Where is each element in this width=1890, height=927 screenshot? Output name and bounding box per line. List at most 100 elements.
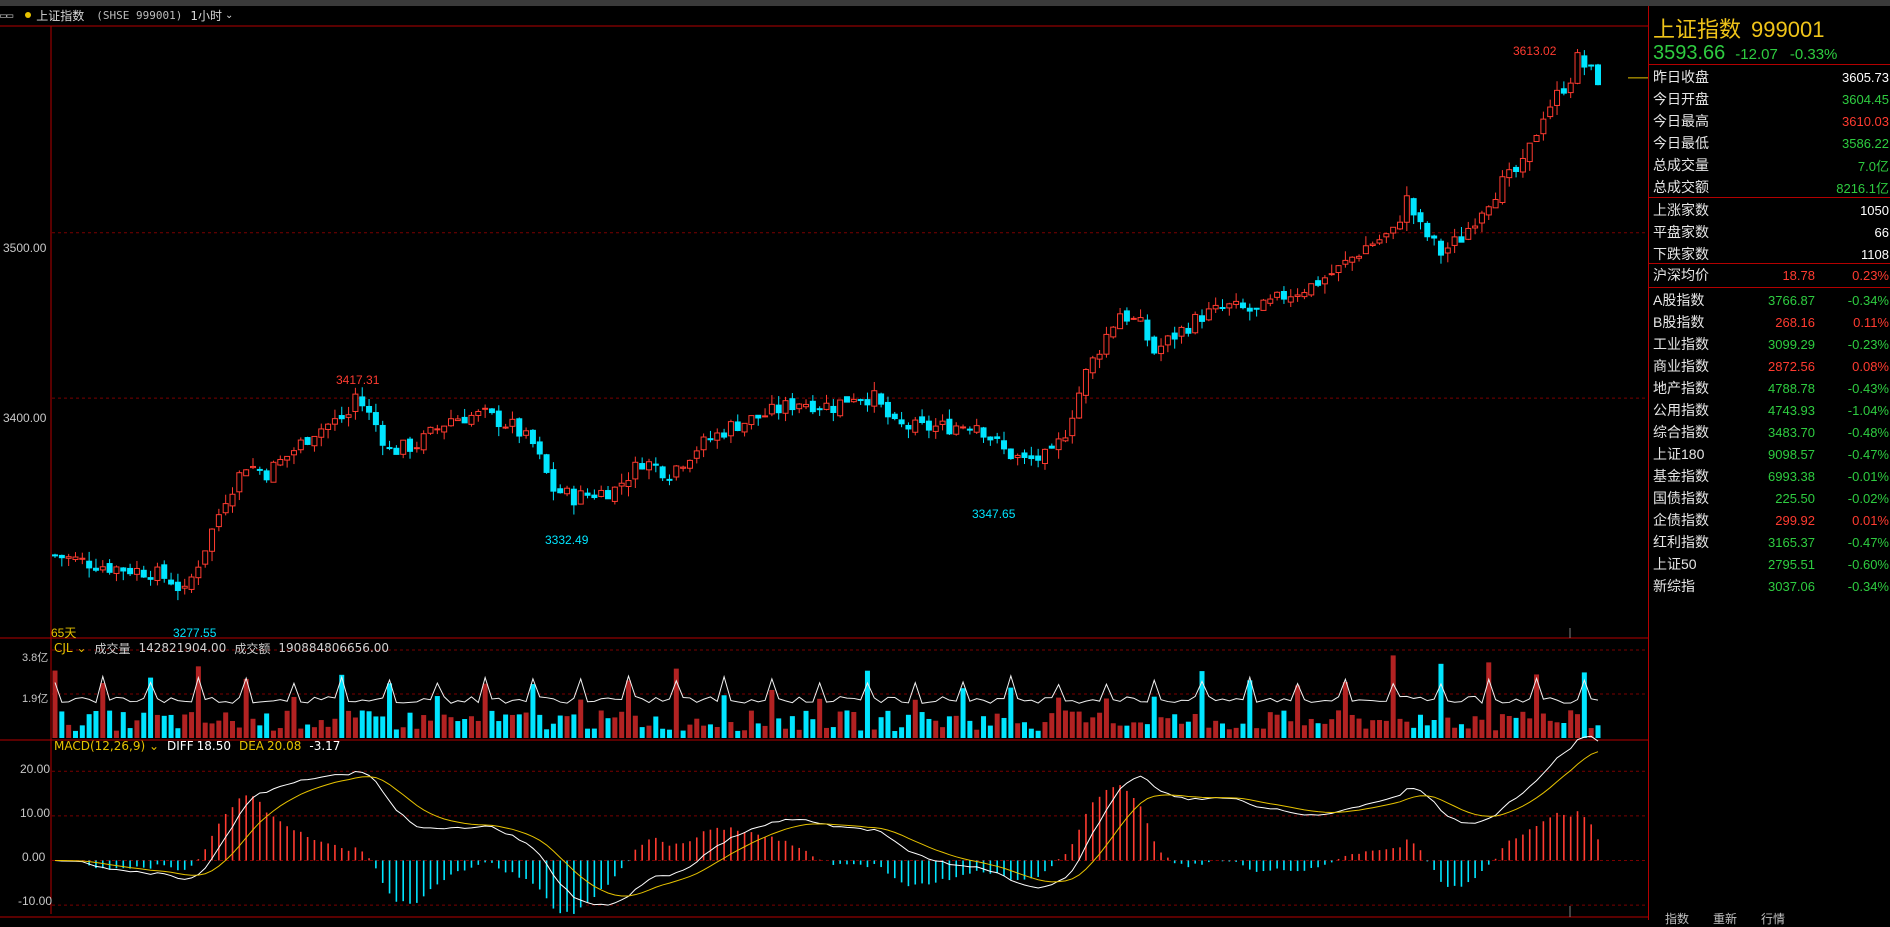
candle-body	[277, 459, 284, 466]
volume-bar	[1240, 723, 1246, 738]
stat-row[interactable]: 总成交量 7.0亿	[1653, 154, 1889, 176]
candle-body	[202, 550, 209, 565]
panel-symbol-code: 999001	[1751, 17, 1825, 42]
index-row[interactable]: 企债指数 299.92 0.01%	[1653, 509, 1889, 531]
candle-body	[304, 437, 311, 445]
volume-bar	[769, 689, 775, 738]
breadth-row[interactable]: 平盘家数 66	[1653, 221, 1889, 243]
volume-bar	[393, 729, 399, 738]
candle-body	[1280, 291, 1287, 300]
index-row[interactable]: 工业指数 3099.29 -0.23%	[1653, 333, 1889, 355]
candle-body	[447, 418, 454, 427]
volume-bar	[489, 710, 495, 738]
volume-bar	[113, 730, 119, 738]
candle-body	[352, 393, 359, 413]
index-row[interactable]: 上证50 2795.51 -0.60%	[1653, 553, 1889, 575]
avg-price-row[interactable]: 沪深均价 18.78 0.23%	[1653, 264, 1889, 286]
divider	[1649, 197, 1890, 198]
candle-body	[1253, 307, 1260, 310]
candle-body	[1431, 235, 1438, 239]
candle-body	[686, 459, 693, 469]
candle-body	[987, 436, 994, 441]
candle-body	[1478, 212, 1485, 224]
annotation-low-2: 3347.65	[972, 507, 1016, 521]
index-row[interactable]: 地产指数 4788.78 -0.43%	[1653, 377, 1889, 399]
annotation-peak: 3417.31	[336, 373, 380, 387]
kline-chart-svg[interactable]	[0, 6, 1648, 920]
volume-bar	[1008, 687, 1014, 738]
candle-body	[106, 563, 113, 573]
stat-row[interactable]: 昨日收盘 3605.73	[1653, 66, 1889, 88]
volume-bar	[919, 712, 925, 738]
candle-body	[263, 470, 270, 481]
breadth-row[interactable]: 上涨家数 1050	[1653, 199, 1889, 221]
stat-value: 3586.22	[1842, 135, 1889, 151]
candle-body	[680, 466, 687, 469]
macd-diff-line	[54, 735, 1599, 906]
index-row[interactable]: A股指数 3766.87 -0.34%	[1653, 289, 1889, 311]
candle-body	[994, 436, 1001, 439]
volume-bar	[127, 728, 133, 738]
index-pct: -0.23%	[1847, 336, 1889, 352]
index-row[interactable]: 新综指 3037.06 -0.34%	[1653, 575, 1889, 597]
candle-body	[693, 450, 700, 459]
macd-tick-10: 10.00	[20, 806, 51, 820]
volume-bar	[721, 695, 727, 738]
breadth-label: 平盘家数	[1653, 224, 1709, 240]
candle-body	[1089, 357, 1096, 374]
volume-bar	[1213, 720, 1219, 738]
diff-label: DIFF	[167, 739, 194, 753]
volume-bar	[441, 714, 447, 738]
candle-body	[1424, 222, 1431, 238]
volume-bar	[318, 720, 324, 738]
index-row[interactable]: 红利指数 3165.37 -0.47%	[1653, 531, 1889, 553]
candle-body	[1205, 308, 1212, 321]
candle-body	[1028, 455, 1035, 460]
volume-bar	[1267, 712, 1273, 738]
tab-quote[interactable]: 行情	[1761, 912, 1786, 926]
index-row[interactable]: 国债指数 225.50 -0.02%	[1653, 487, 1889, 509]
tab-reset[interactable]: 重新	[1713, 912, 1738, 926]
tab-index[interactable]: 指数	[1665, 912, 1690, 926]
volume-bar	[414, 728, 420, 738]
stat-row[interactable]: 总成交额 8216.1亿	[1653, 176, 1889, 198]
candle-body	[331, 418, 338, 425]
stat-row[interactable]: 今日开盘 3604.45	[1653, 88, 1889, 110]
chart-area[interactable]	[0, 6, 1648, 920]
index-row[interactable]: 基金指数 6993.38 -0.01%	[1653, 465, 1889, 487]
volume-bar	[209, 723, 215, 738]
stat-label: 总成交量	[1653, 157, 1709, 173]
quote-panel: 上证指数 999001 3593.66 -12.07 -0.33% 沪深均价 18.7…	[1648, 6, 1890, 926]
candle-body	[222, 503, 229, 514]
volume-bar	[537, 714, 543, 738]
stat-row[interactable]: 今日最高 3610.03	[1653, 110, 1889, 132]
candle-body	[1437, 240, 1444, 256]
candle-body	[407, 438, 414, 452]
volume-bar	[1390, 655, 1396, 738]
volume-bar	[837, 711, 843, 738]
index-row[interactable]: 综合指数 3483.70 -0.48%	[1653, 421, 1889, 443]
window-icon[interactable]: ▭▭	[0, 8, 14, 22]
candle-body	[782, 400, 789, 414]
index-row[interactable]: 公用指数 4743.93 -1.04%	[1653, 399, 1889, 421]
index-label: 基金指数	[1653, 468, 1709, 484]
index-row[interactable]: 商业指数 2872.56 0.08%	[1653, 355, 1889, 377]
index-value: 3483.70	[1768, 424, 1815, 440]
period-selector[interactable]: 1小时 ⌄	[190, 7, 233, 24]
index-value: 3766.87	[1768, 292, 1815, 308]
index-row[interactable]: B股指数 268.16 0.11%	[1653, 311, 1889, 333]
candle-body	[673, 465, 680, 478]
candle-body	[1212, 304, 1219, 310]
breadth-row[interactable]: 下跌家数 1108	[1653, 243, 1889, 265]
volume-indicator-name[interactable]: CJL ⌄	[54, 641, 87, 655]
volume-bar	[250, 718, 256, 738]
index-row[interactable]: 上证180 9098.57 -0.47%	[1653, 443, 1889, 465]
stat-row[interactable]: 今日最低 3586.22	[1653, 132, 1889, 154]
volume-bar	[940, 727, 946, 738]
index-value: 3099.29	[1768, 336, 1815, 352]
candle-body	[413, 447, 420, 450]
volume-bar	[1192, 713, 1198, 738]
volume-bar	[1588, 728, 1594, 738]
candle-body	[1362, 245, 1369, 255]
macd-indicator-name[interactable]: MACD(12,26,9) ⌄	[54, 739, 160, 753]
